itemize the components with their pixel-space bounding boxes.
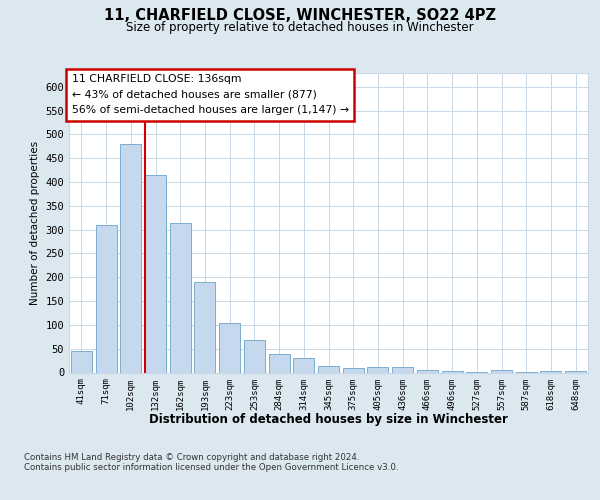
Text: 11 CHARFIELD CLOSE: 136sqm
← 43% of detached houses are smaller (877)
56% of sem: 11 CHARFIELD CLOSE: 136sqm ← 43% of deta… bbox=[71, 74, 349, 115]
Bar bbox=[565, 370, 586, 372]
Bar bbox=[343, 368, 364, 372]
Bar bbox=[442, 370, 463, 372]
Bar bbox=[392, 368, 413, 372]
Bar bbox=[194, 282, 215, 372]
Text: Distribution of detached houses by size in Winchester: Distribution of detached houses by size … bbox=[149, 412, 508, 426]
Bar bbox=[269, 354, 290, 372]
Bar bbox=[120, 144, 141, 372]
Bar bbox=[367, 367, 388, 372]
Bar bbox=[95, 225, 116, 372]
Bar bbox=[219, 324, 240, 372]
Bar bbox=[541, 370, 562, 372]
Bar bbox=[170, 222, 191, 372]
Bar bbox=[71, 351, 92, 372]
Bar bbox=[244, 340, 265, 372]
Bar bbox=[491, 370, 512, 372]
Y-axis label: Number of detached properties: Number of detached properties bbox=[30, 140, 40, 304]
Text: Size of property relative to detached houses in Winchester: Size of property relative to detached ho… bbox=[126, 21, 474, 34]
Bar bbox=[318, 366, 339, 372]
Text: 11, CHARFIELD CLOSE, WINCHESTER, SO22 4PZ: 11, CHARFIELD CLOSE, WINCHESTER, SO22 4P… bbox=[104, 8, 496, 22]
Bar bbox=[417, 370, 438, 372]
Bar bbox=[145, 175, 166, 372]
Bar bbox=[293, 358, 314, 372]
Text: Contains HM Land Registry data © Crown copyright and database right 2024.
Contai: Contains HM Land Registry data © Crown c… bbox=[24, 452, 398, 472]
